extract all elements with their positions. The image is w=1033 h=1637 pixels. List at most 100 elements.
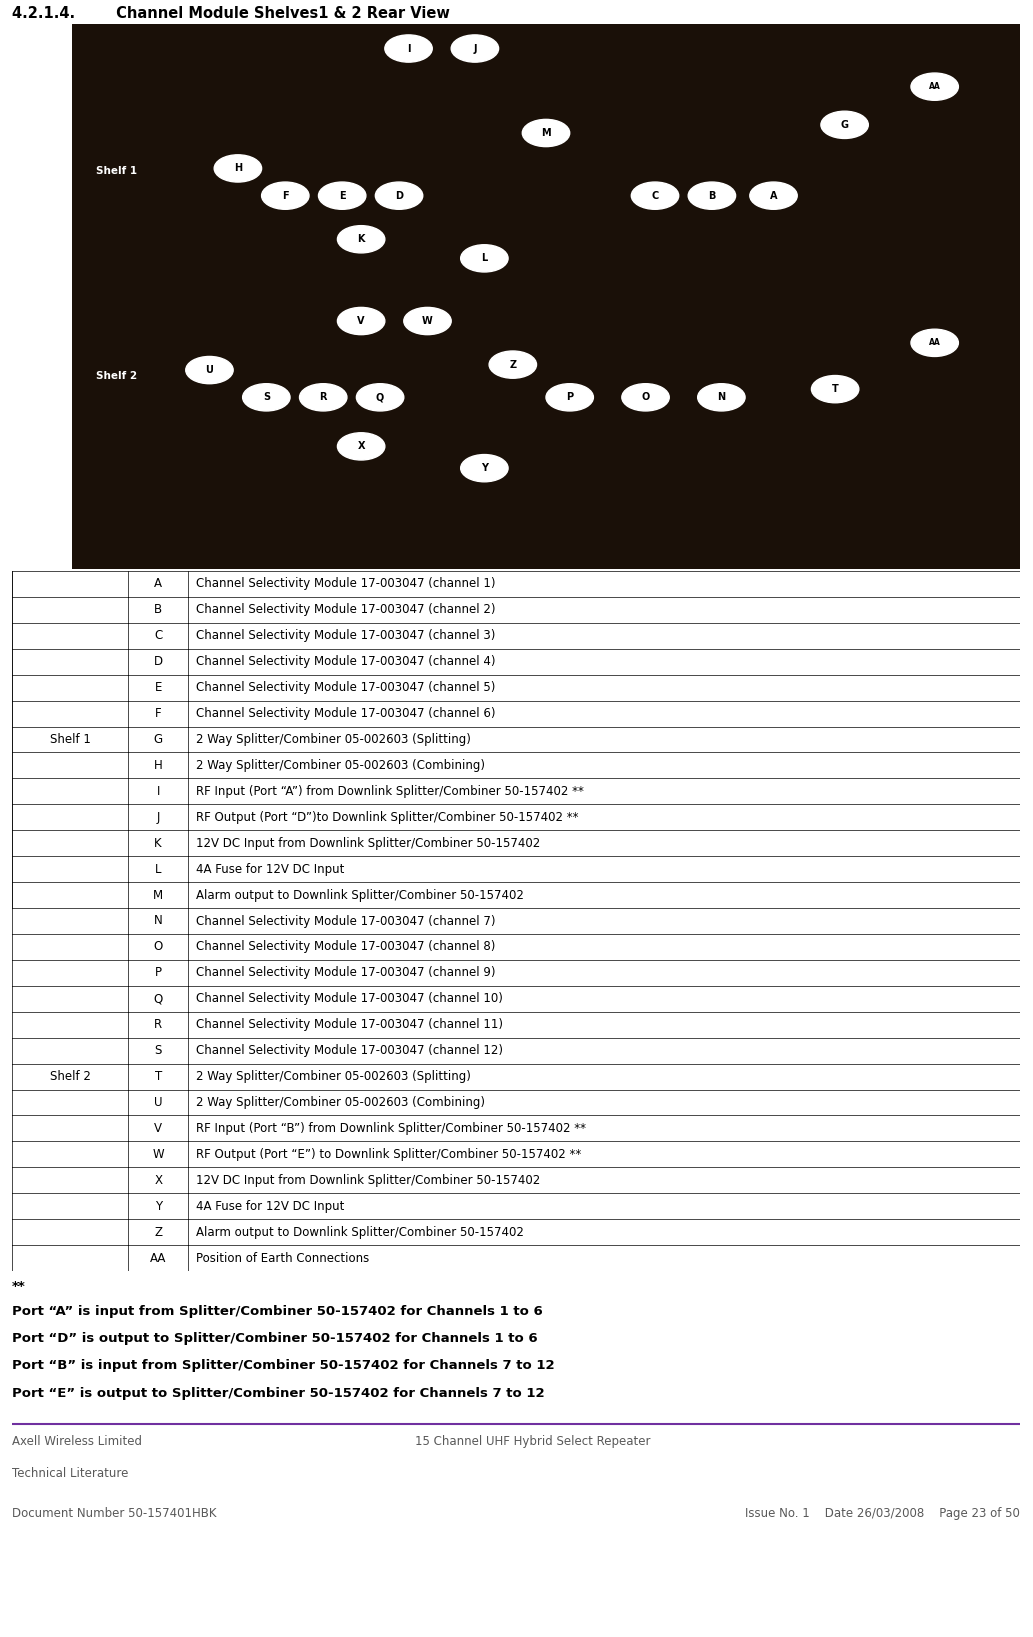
Text: L: L xyxy=(481,254,488,264)
Text: U: U xyxy=(154,1097,162,1108)
Text: F: F xyxy=(155,707,161,720)
Circle shape xyxy=(338,308,385,334)
Text: E: E xyxy=(339,190,345,201)
Circle shape xyxy=(688,182,735,210)
Text: Channel Selectivity Module 17-003047 (channel 5): Channel Selectivity Module 17-003047 (ch… xyxy=(196,681,496,694)
Text: R: R xyxy=(319,393,327,403)
Circle shape xyxy=(338,432,385,460)
Text: AA: AA xyxy=(929,339,941,347)
Text: 2 Way Splitter/Combiner 05-002603 (Combining): 2 Way Splitter/Combiner 05-002603 (Combi… xyxy=(196,1097,486,1108)
Text: RF Output (Port “E”) to Downlink Splitter/Combiner 50-157402 **: RF Output (Port “E”) to Downlink Splitte… xyxy=(196,1148,582,1161)
Text: T: T xyxy=(155,1071,162,1084)
Text: I: I xyxy=(407,44,410,54)
Text: K: K xyxy=(357,234,365,244)
Text: Channel Selectivity Module 17-003047 (channel 7): Channel Selectivity Module 17-003047 (ch… xyxy=(196,915,496,928)
Circle shape xyxy=(261,182,309,210)
Text: W: W xyxy=(422,316,433,326)
Text: V: V xyxy=(357,316,365,326)
Text: Channel Selectivity Module 17-003047 (channel 1): Channel Selectivity Module 17-003047 (ch… xyxy=(196,578,496,591)
Text: A: A xyxy=(770,190,777,201)
Text: R: R xyxy=(154,1018,162,1031)
Text: Alarm output to Downlink Splitter/Combiner 50-157402: Alarm output to Downlink Splitter/Combin… xyxy=(196,889,525,902)
Circle shape xyxy=(631,182,679,210)
Text: AA: AA xyxy=(929,82,941,92)
Text: Channel Selectivity Module 17-003047 (channel 12): Channel Selectivity Module 17-003047 (ch… xyxy=(196,1044,503,1058)
Text: Z: Z xyxy=(509,360,516,370)
Text: 2 Way Splitter/Combiner 05-002603 (Combining): 2 Way Splitter/Combiner 05-002603 (Combi… xyxy=(196,760,486,773)
Text: Channel Selectivity Module 17-003047 (channel 2): Channel Selectivity Module 17-003047 (ch… xyxy=(196,604,496,617)
Text: N: N xyxy=(154,915,162,928)
Circle shape xyxy=(461,244,508,272)
Circle shape xyxy=(911,74,959,100)
Text: Port “A” is input from Splitter/Combiner 50-157402 for Channels 1 to 6: Port “A” is input from Splitter/Combiner… xyxy=(12,1305,542,1318)
Text: O: O xyxy=(641,393,650,403)
Text: 4A Fuse for 12V DC Input: 4A Fuse for 12V DC Input xyxy=(196,1200,345,1213)
Circle shape xyxy=(546,383,593,411)
Text: E: E xyxy=(155,681,162,694)
Text: Channel Selectivity Module 17-003047 (channel 11): Channel Selectivity Module 17-003047 (ch… xyxy=(196,1018,503,1031)
Circle shape xyxy=(451,34,499,62)
Text: Channel Selectivity Module 17-003047 (channel 8): Channel Selectivity Module 17-003047 (ch… xyxy=(196,940,496,953)
Text: S: S xyxy=(155,1044,162,1058)
Text: F: F xyxy=(282,190,288,201)
Text: 2 Way Splitter/Combiner 05-002603 (Splitting): 2 Way Splitter/Combiner 05-002603 (Split… xyxy=(196,733,471,746)
Circle shape xyxy=(338,226,385,252)
Text: B: B xyxy=(154,604,162,617)
Circle shape xyxy=(385,34,432,62)
Circle shape xyxy=(404,308,451,334)
Text: Port “B” is input from Splitter/Combiner 50-157402 for Channels 7 to 12: Port “B” is input from Splitter/Combiner… xyxy=(12,1359,555,1372)
Circle shape xyxy=(243,383,290,411)
Text: Alarm output to Downlink Splitter/Combiner 50-157402: Alarm output to Downlink Splitter/Combin… xyxy=(196,1226,525,1239)
Text: 12V DC Input from Downlink Splitter/Combiner 50-157402: 12V DC Input from Downlink Splitter/Comb… xyxy=(196,837,540,850)
Text: Shelf 2: Shelf 2 xyxy=(96,370,136,380)
Text: Q: Q xyxy=(376,393,384,403)
Text: 4A Fuse for 12V DC Input: 4A Fuse for 12V DC Input xyxy=(196,863,345,876)
Text: Y: Y xyxy=(155,1200,162,1213)
Text: Channel Selectivity Module 17-003047 (channel 9): Channel Selectivity Module 17-003047 (ch… xyxy=(196,966,496,979)
Text: Shelf 2: Shelf 2 xyxy=(50,1071,91,1084)
Circle shape xyxy=(489,350,536,378)
Text: B: B xyxy=(709,190,716,201)
Circle shape xyxy=(461,455,508,481)
Circle shape xyxy=(186,357,233,383)
Text: Shelf 1: Shelf 1 xyxy=(96,165,136,177)
Text: A: A xyxy=(154,578,162,591)
Text: Position of Earth Connections: Position of Earth Connections xyxy=(196,1252,370,1264)
Text: Channel Selectivity Module 17-003047 (channel 10): Channel Selectivity Module 17-003047 (ch… xyxy=(196,992,503,1005)
Circle shape xyxy=(375,182,422,210)
Text: RF Input (Port “A”) from Downlink Splitter/Combiner 50-157402 **: RF Input (Port “A”) from Downlink Splitt… xyxy=(196,784,585,797)
Text: Document Number 50-157401HBK: Document Number 50-157401HBK xyxy=(12,1508,217,1521)
Text: 15 Channel UHF Hybrid Select Repeater: 15 Channel UHF Hybrid Select Repeater xyxy=(415,1434,651,1447)
Text: M: M xyxy=(541,128,551,138)
Text: Shelf 1: Shelf 1 xyxy=(50,733,91,746)
Text: Channel Selectivity Module 17-003047 (channel 4): Channel Selectivity Module 17-003047 (ch… xyxy=(196,655,496,668)
Text: N: N xyxy=(717,393,725,403)
Text: G: G xyxy=(841,120,849,129)
Text: C: C xyxy=(154,629,162,642)
Text: J: J xyxy=(156,810,160,823)
Circle shape xyxy=(523,120,570,147)
Text: P: P xyxy=(566,393,573,403)
Circle shape xyxy=(356,383,404,411)
Text: X: X xyxy=(154,1174,162,1187)
Text: O: O xyxy=(154,940,163,953)
Circle shape xyxy=(214,156,261,182)
Text: 12V DC Input from Downlink Splitter/Combiner 50-157402: 12V DC Input from Downlink Splitter/Comb… xyxy=(196,1174,540,1187)
Text: Port “D” is output to Splitter/Combiner 50-157402 for Channels 1 to 6: Port “D” is output to Splitter/Combiner … xyxy=(12,1333,537,1346)
Text: I: I xyxy=(156,784,160,797)
Circle shape xyxy=(318,182,366,210)
Text: T: T xyxy=(832,385,839,395)
Text: RF Input (Port “B”) from Downlink Splitter/Combiner 50-157402 **: RF Input (Port “B”) from Downlink Splitt… xyxy=(196,1121,587,1134)
Text: Port “E” is output to Splitter/Combiner 50-157402 for Channels 7 to 12: Port “E” is output to Splitter/Combiner … xyxy=(12,1387,544,1400)
Text: Issue No. 1    Date 26/03/2008    Page 23 of 50: Issue No. 1 Date 26/03/2008 Page 23 of 5… xyxy=(745,1508,1020,1521)
Circle shape xyxy=(300,383,347,411)
Text: J: J xyxy=(473,44,476,54)
Text: P: P xyxy=(155,966,161,979)
Text: 4.2.1.4.        Channel Module Shelves1 & 2 Rear View: 4.2.1.4. Channel Module Shelves1 & 2 Rea… xyxy=(12,5,450,21)
Text: D: D xyxy=(395,190,403,201)
Text: **: ** xyxy=(12,1280,26,1293)
Text: Technical Literature: Technical Literature xyxy=(12,1467,128,1480)
Text: K: K xyxy=(154,837,162,850)
Text: RF Output (Port “D”)to Downlink Splitter/Combiner 50-157402 **: RF Output (Port “D”)to Downlink Splitter… xyxy=(196,810,578,823)
Text: H: H xyxy=(233,164,242,174)
